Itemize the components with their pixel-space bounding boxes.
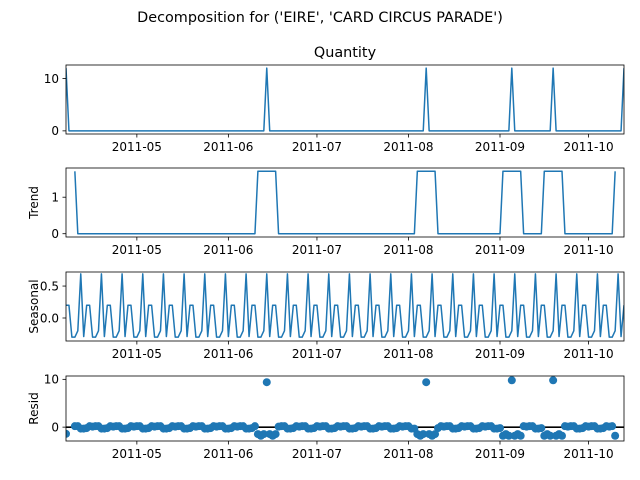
resid-point xyxy=(504,431,513,440)
resid-point xyxy=(537,424,546,433)
y-tick-label: 10 xyxy=(44,72,59,86)
panel-seasonal: 2011-05 2011-06 2011-07 2011-08 2011-09 2011-… xyxy=(27,271,625,361)
trend-y-axis-label: Trend xyxy=(27,186,41,220)
x-tick-label: 2011-05 xyxy=(112,140,162,154)
x-tick-label: 2011-08 xyxy=(383,347,433,361)
x-tick-label: 2011-10 xyxy=(564,243,614,257)
x-tick-label: 2011-10 xyxy=(564,447,614,461)
resid-point xyxy=(250,422,259,431)
resid-point xyxy=(549,376,558,385)
y-tick-label: 0 xyxy=(51,420,59,434)
resid-point xyxy=(262,378,271,387)
y-tick-label: 0 xyxy=(51,124,59,138)
resid-point xyxy=(496,424,504,433)
resid-point xyxy=(259,430,268,439)
resid-point xyxy=(66,429,70,438)
x-tick-label: 2011-09 xyxy=(475,347,525,361)
resid-point xyxy=(419,430,428,439)
trend-data xyxy=(74,170,616,235)
x-tick-label: 2011-08 xyxy=(383,447,433,461)
x-tick-label: 2011-08 xyxy=(383,243,433,257)
seasonal-series-line xyxy=(66,273,624,338)
resid-axes-frame xyxy=(65,375,625,442)
y-tick-label: 10 xyxy=(44,373,59,387)
resid-point xyxy=(546,431,555,440)
x-tick-label: 2011-06 xyxy=(203,243,253,257)
y-tick-label: 0.0 xyxy=(40,311,59,325)
resid-point xyxy=(431,430,440,439)
x-tick-label: 2011-10 xyxy=(564,347,614,361)
observed-data xyxy=(66,67,624,132)
y-tick-label: 0 xyxy=(51,227,59,241)
seasonal-axes-frame xyxy=(65,271,625,342)
x-tick-label: 2011-06 xyxy=(203,447,253,461)
seasonal-data xyxy=(66,273,624,338)
resid-data xyxy=(66,376,624,440)
seasonal-y-axis-label: Seasonal xyxy=(27,279,41,333)
x-tick-label: 2011-10 xyxy=(564,140,614,154)
panel-resid: 2011-05 2011-06 2011-07 2011-08 2011-09 2011-… xyxy=(27,373,625,461)
x-tick-label: 2011-09 xyxy=(475,243,525,257)
x-tick-label: 2011-07 xyxy=(292,243,342,257)
observed-panel-title: Quantity xyxy=(314,45,377,61)
y-tick-label: 0.5 xyxy=(40,279,59,293)
trend-series-line xyxy=(74,170,616,235)
figure-suptitle: Decomposition for ('EIRE', 'CARD CIRCUS … xyxy=(137,10,503,26)
x-tick-label: 2011-05 xyxy=(112,243,162,257)
x-tick-label: 2011-09 xyxy=(475,447,525,461)
x-tick-label: 2011-07 xyxy=(292,140,342,154)
resid-point xyxy=(516,431,525,440)
y-tick-label: 1 xyxy=(51,191,59,205)
observed-series-line xyxy=(66,67,624,132)
x-tick-label: 2011-08 xyxy=(383,140,433,154)
resid-point xyxy=(611,431,620,440)
observed-axes-frame xyxy=(65,64,625,135)
x-tick-label: 2011-06 xyxy=(203,140,253,154)
x-tick-label: 2011-05 xyxy=(112,347,162,361)
resid-y-axis-label: Resid xyxy=(27,392,41,424)
resid-point xyxy=(507,376,516,385)
resid-point xyxy=(422,378,431,387)
x-tick-label: 2011-09 xyxy=(475,140,525,154)
trend-axes-frame xyxy=(65,167,625,238)
panel-observed: 2011-05 2011-06 2011-07 2011-08 2011-09 2011-… xyxy=(44,45,625,154)
resid-point xyxy=(271,430,280,439)
x-tick-label: 2011-06 xyxy=(203,347,253,361)
panel-trend: 2011-05 2011-06 2011-07 2011-08 2011-09 2011-… xyxy=(27,167,625,257)
x-tick-label: 2011-05 xyxy=(112,447,162,461)
resid-point xyxy=(608,422,617,431)
resid-point xyxy=(558,431,566,440)
x-tick-label: 2011-07 xyxy=(292,447,342,461)
x-tick-label: 2011-07 xyxy=(292,347,342,361)
